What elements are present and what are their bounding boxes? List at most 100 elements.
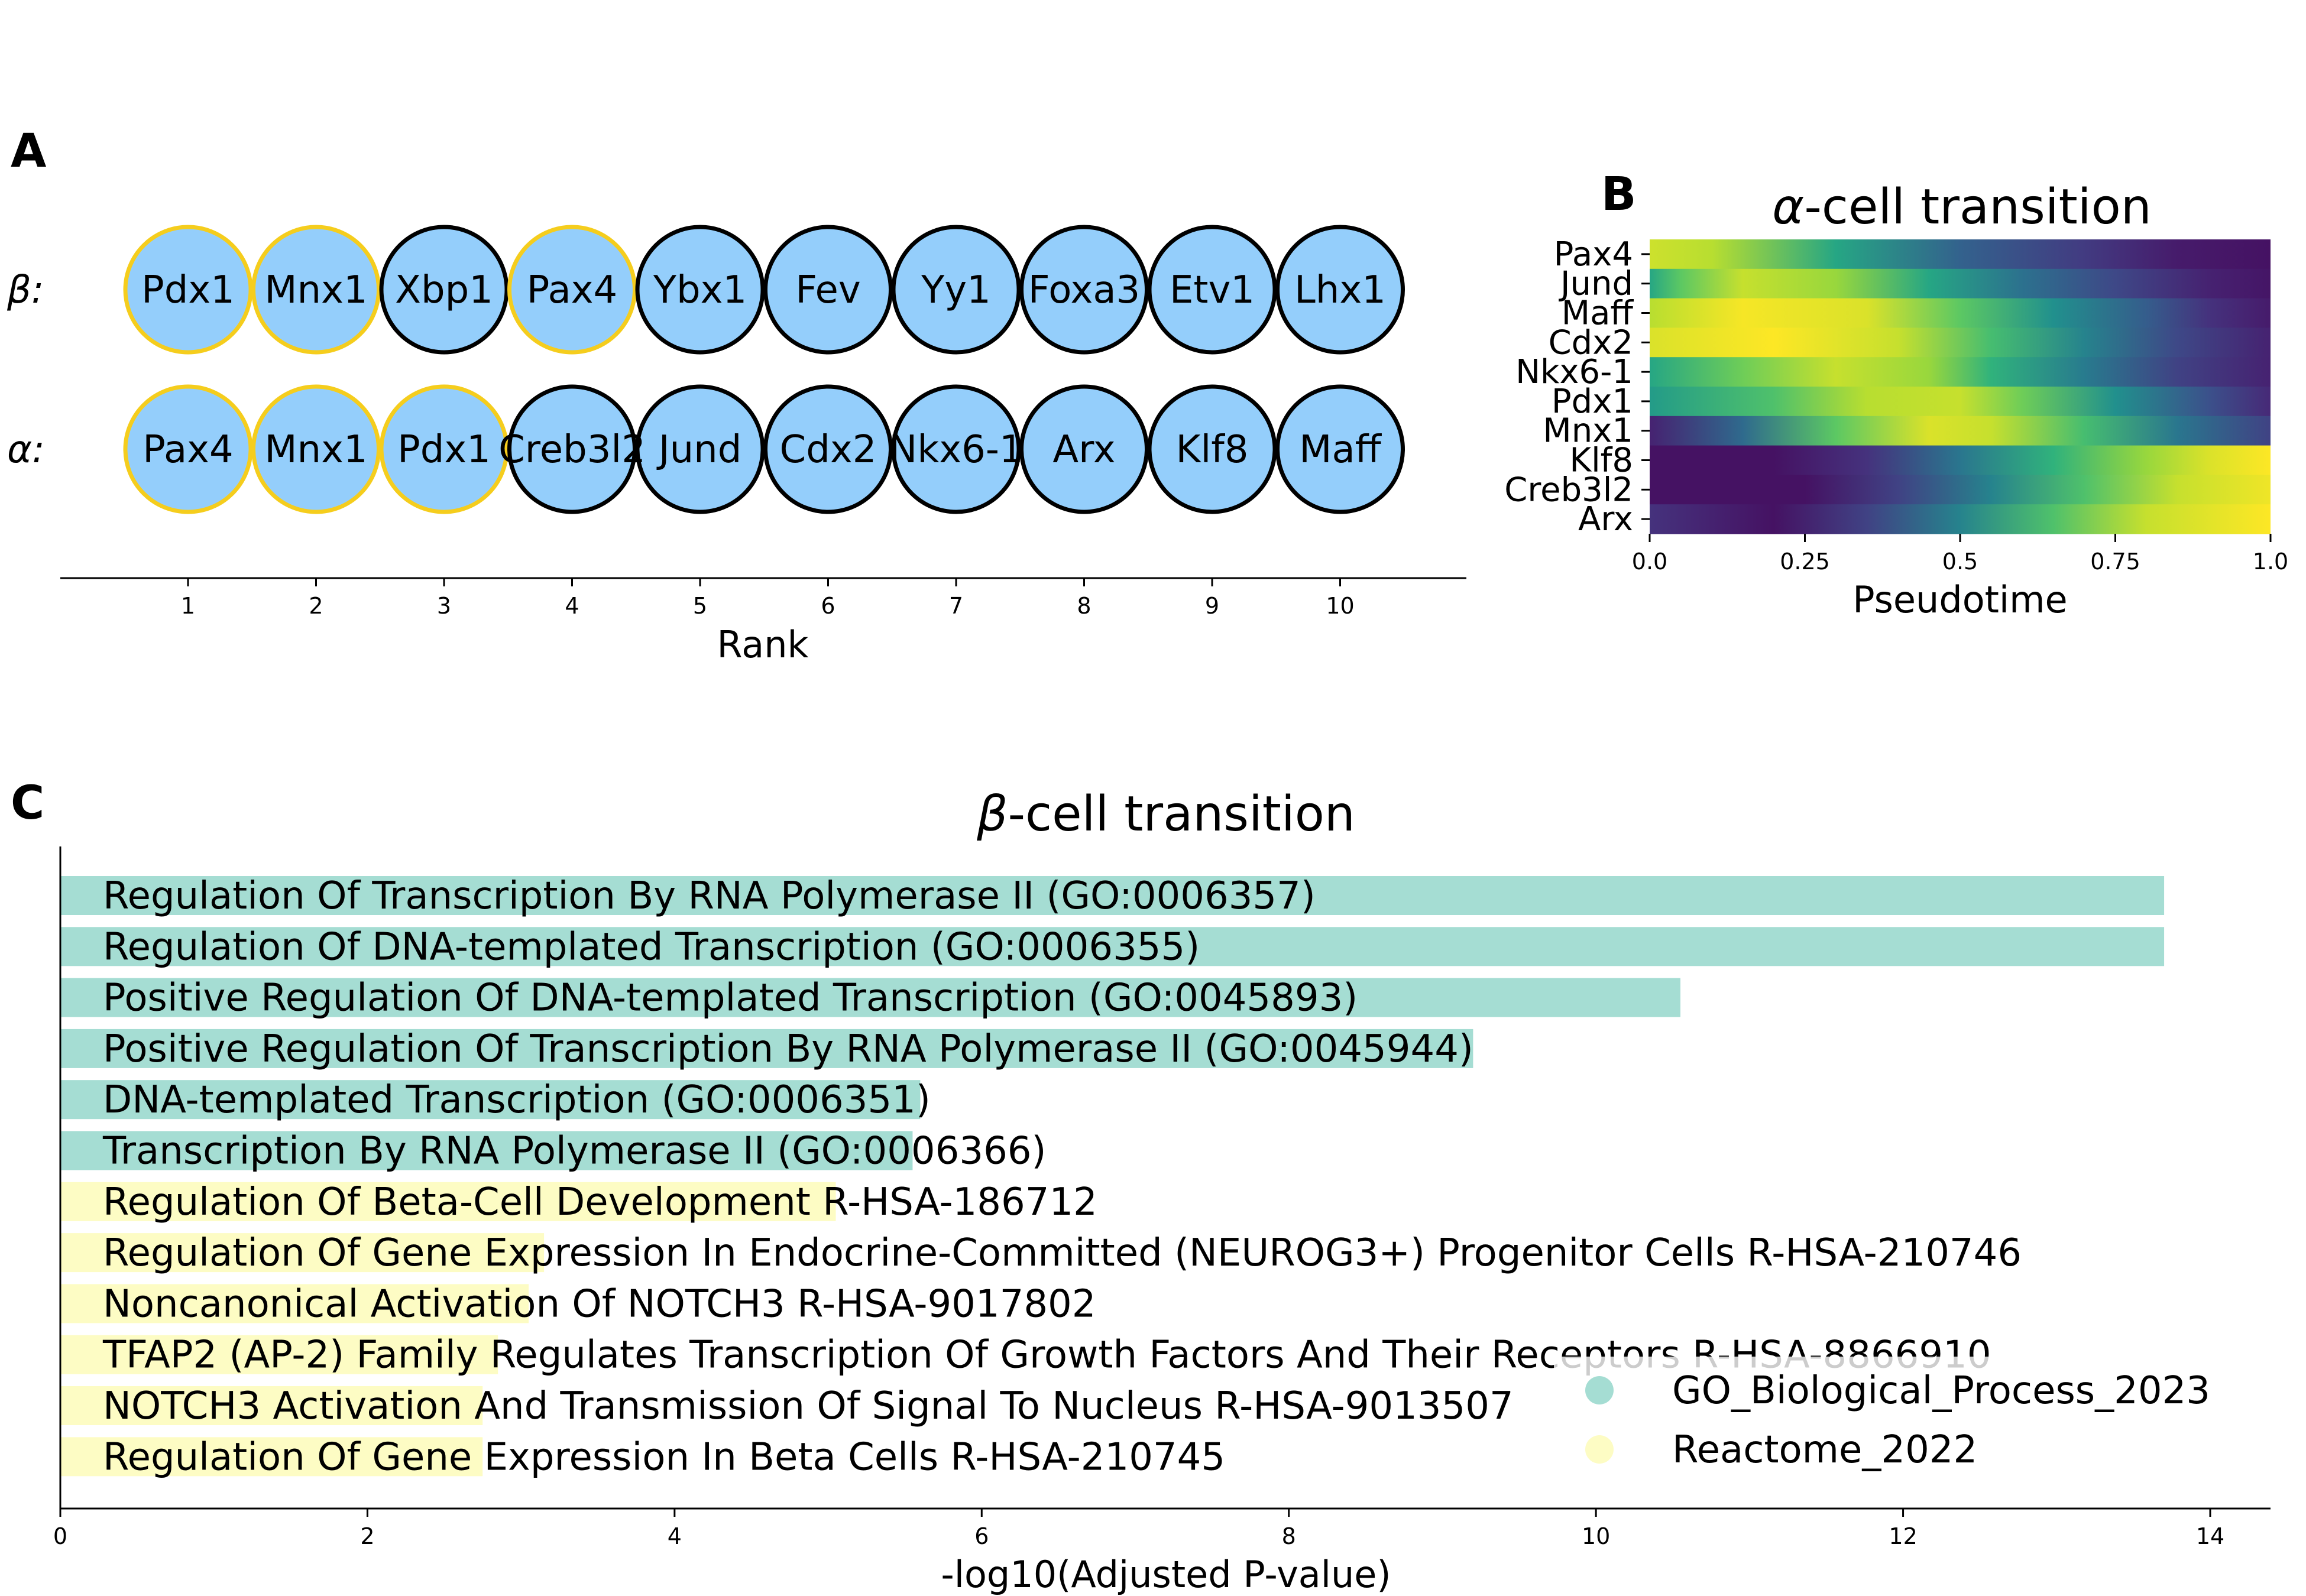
bubble-alpha-3 (379, 384, 509, 514)
heatmap-gene-label: Mnx1 (1543, 412, 1633, 450)
bubble-beta-3 (379, 225, 509, 355)
bar-8 (60, 1233, 545, 1273)
bar-term-label: Regulation Of Gene Expression In Endocri… (103, 1231, 2022, 1275)
bubble-label: Mnx1 (264, 268, 367, 312)
bar-x-tick-label: 10 (1582, 1523, 1610, 1549)
rank-tick-label: 1 (181, 593, 195, 619)
rank-tick-label: 4 (565, 593, 579, 619)
bubble-label: Creb3l2 (498, 428, 646, 472)
heatmap-rows (1650, 239, 2271, 534)
bubble-beta-9 (1147, 225, 1277, 355)
bar-term-label: Regulation Of Beta-Cell Development R-HS… (103, 1180, 1097, 1224)
bubble-beta-1 (123, 225, 253, 355)
bar-5 (60, 1080, 921, 1120)
rank-tick-label: 10 (1326, 593, 1354, 619)
bubble-alpha-9 (1147, 384, 1277, 514)
bar-term-labels: Regulation Of Transcription By RNA Polym… (102, 874, 2022, 1479)
bubble-beta-5 (635, 225, 765, 355)
bubble-label: Etv1 (1170, 268, 1255, 312)
bar-chart-title-greek: β (976, 786, 1008, 842)
bar-x-tick-label: 0 (53, 1523, 67, 1549)
heatmap-row-klf8 (1650, 445, 2271, 475)
heatmap-gene-label: Klf8 (1569, 442, 1633, 480)
bubble-beta-10 (1275, 225, 1405, 355)
bubble-label: Yy1 (921, 268, 991, 312)
legend-label: Reactome_2022 (1672, 1428, 1977, 1472)
bar-term-label: Regulation Of Transcription By RNA Polym… (103, 874, 1316, 918)
heatmap-row-arx (1650, 504, 2271, 534)
heatmap-x-tick-label: 0.75 (2090, 549, 2140, 575)
bubble-label: Cdx2 (780, 428, 877, 472)
rank-tick-label: 7 (949, 593, 963, 619)
heatmap-gene-labels: Pax4JundMaffCdx2Nkx6-1Pdx1Mnx1Klf8Creb3l… (1504, 235, 1650, 539)
bubble-beta-8 (1019, 225, 1149, 355)
pseudotime-heatmap: α-cell transition Pax4JundMaffCdx2Nkx6-1… (1504, 179, 2288, 621)
panel-letter-b: B (1601, 168, 1636, 221)
legend-box (1554, 1357, 2258, 1493)
bubble-label: Arx (1052, 428, 1115, 472)
heatmap-gene-label: Maff (1562, 294, 1634, 333)
bubble-alpha-10 (1275, 384, 1405, 514)
rank-tick-label: 6 (821, 593, 835, 619)
bar-x-tick-label: 4 (668, 1523, 682, 1549)
heatmap-title-greek: α (1772, 179, 1804, 235)
rank-ticks: 1 2 3 4 5 6 7 8 9 10 (181, 578, 1355, 619)
heatmap-title: α-cell transition (1772, 179, 2151, 235)
bar-3 (60, 978, 1680, 1017)
heatmap-row-mnx1 (1650, 416, 2271, 446)
bar-9 (60, 1284, 529, 1323)
heatmap-row-pax4 (1650, 239, 2271, 270)
bar-4 (60, 1029, 1473, 1068)
heatmap-x-tick-label: 0.5 (1942, 549, 1978, 575)
heatmap-x-tick-label: 0.25 (1780, 549, 1830, 575)
heatmap-gene-label: Jund (1559, 265, 1633, 303)
bubble-alpha-7 (891, 384, 1021, 514)
bubble-label: Pdx1 (141, 268, 235, 312)
legend: GO_Biological_Process_2023 Reactome_2022 (1554, 1357, 2258, 1493)
bar-x-tick-label: 14 (2196, 1523, 2224, 1549)
bar-x-tick-label: 8 (1282, 1523, 1296, 1549)
heatmap-gene-label: Pdx1 (1552, 382, 1633, 421)
heatmap-x-tick-label: 1.0 (2253, 549, 2288, 575)
bubble-label: Foxa3 (1028, 268, 1141, 312)
bars (60, 876, 2165, 1477)
enrichment-bar-chart: β-cell transition Regulation Of Transcri… (53, 786, 2271, 1596)
heatmap-gene-label: Arx (1578, 500, 1633, 539)
rank-tick-label: 2 (309, 593, 323, 619)
bubble-alpha-8 (1019, 384, 1149, 514)
bar-x-tick-label: 12 (1889, 1523, 1917, 1549)
bubble-label: Fev (795, 268, 861, 312)
bubble-beta-2 (251, 225, 381, 355)
bar-term-label: Regulation Of DNA-templated Transcriptio… (103, 925, 1200, 969)
bubble-alpha-2 (251, 384, 381, 514)
bubble-label: Ybx1 (653, 268, 747, 312)
bar-term-label: Positive Regulation Of Transcription By … (103, 1027, 1473, 1071)
heatmap-gene-label: Creb3l2 (1504, 471, 1633, 509)
legend-marker (1585, 1435, 1614, 1464)
row-label-beta: β: (7, 268, 44, 312)
rank-tick-label: 9 (1205, 593, 1219, 619)
row-label-alpha: α: (7, 428, 45, 472)
heatmap-gene-label: Pax4 (1554, 235, 1633, 274)
heatmap-axis-title: Pseudotime (1852, 578, 2067, 621)
heatmap-row-nkx6-1 (1650, 357, 2271, 387)
bar-1 (60, 876, 2165, 915)
bubble-label: Maff (1299, 428, 1382, 472)
bar-term-label: NOTCH3 Activation And Transmission Of Si… (103, 1384, 1514, 1428)
heatmap-row-maff (1650, 298, 2271, 328)
rank-bubble-chart: β: α: Pdx1 Mnx1 Xbp1 Pax4 Ybx1 Fev Yy1 Foxa3 Etv… (7, 225, 1466, 666)
bar-7 (60, 1182, 836, 1221)
bar-chart-title-rest: -cell transition (1008, 786, 1355, 842)
rank-tick-label: 5 (693, 593, 707, 619)
bubble-label: Nkx6-1 (889, 428, 1023, 472)
bubble-label: Jund (656, 428, 742, 472)
heatmap-row-pdx1 (1650, 387, 2271, 417)
bubble-beta-6 (763, 225, 893, 355)
bar-2 (60, 927, 2165, 966)
heatmap-row-cdx2 (1650, 327, 2271, 358)
rank-tick-label: 3 (437, 593, 451, 619)
bar-term-label: Positive Regulation Of DNA-templated Tra… (103, 977, 1358, 1020)
bubble-alpha-4 (507, 384, 637, 514)
heatmap-x-tick-label: 0.0 (1632, 549, 1667, 575)
